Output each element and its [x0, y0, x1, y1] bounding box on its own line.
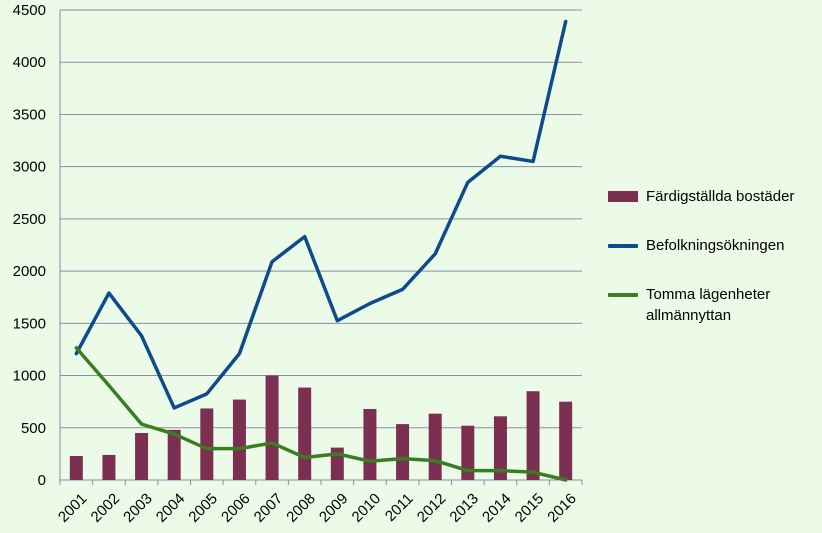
bar — [493, 416, 507, 480]
x-tick-label: 2007 — [251, 490, 287, 526]
y-tick-label: 3500 — [13, 106, 46, 123]
population-line — [74, 19, 568, 410]
y-tick-label: 1500 — [13, 315, 46, 332]
x-tick-label: 2016 — [544, 490, 580, 526]
y-axis-ticks: 0 500 1000 1500 2000 2500 3000 3500 4000 4500 — [13, 2, 46, 489]
bar — [232, 399, 246, 480]
y-tick-label: 2500 — [13, 211, 46, 228]
legend-swatch-bars — [608, 191, 638, 202]
y-tick-label: 4000 — [13, 54, 46, 71]
legend-label-vacant: Tomma lägenheter allmännyttan — [646, 286, 771, 324]
legend-item-bars: Färdigställda bostäder — [608, 186, 818, 207]
bar — [526, 391, 540, 480]
bar — [396, 424, 410, 480]
bar — [167, 429, 181, 480]
x-tick-label: 2015 — [512, 490, 548, 526]
bar — [265, 375, 279, 480]
y-tick-label: 0 — [38, 472, 46, 489]
y-tick-label: 2000 — [13, 263, 46, 280]
legend-item-vacant: Tomma lägenheter allmännyttan — [608, 284, 818, 326]
bar — [428, 413, 442, 480]
x-tick-label: 2012 — [414, 490, 450, 526]
bar — [461, 425, 475, 480]
x-tick-label: 2010 — [349, 490, 385, 526]
legend-label-bars: Färdigställda bostäder — [646, 188, 795, 205]
x-tick-label: 2009 — [316, 490, 352, 526]
gridlines — [59, 9, 583, 485]
y-tick-label: 3000 — [13, 159, 46, 176]
x-tick-label: 2013 — [446, 490, 482, 526]
bar — [200, 408, 214, 480]
x-tick-label: 2004 — [153, 490, 189, 526]
bar — [135, 433, 149, 480]
x-tick-label: 2005 — [185, 490, 221, 526]
vacant-apartments-line — [74, 346, 568, 482]
x-axis-ticks: 2001200220032004200520062007200820092010… — [55, 490, 580, 526]
legend: Färdigställda bostäder Befolkningsökning… — [608, 186, 818, 354]
x-tick-label: 2008 — [283, 490, 319, 526]
y-tick-label: 4500 — [13, 2, 46, 19]
line-series — [74, 19, 568, 482]
legend-item-population: Befolkningsökningen — [608, 235, 818, 256]
x-tick-label: 2003 — [120, 490, 156, 526]
bar — [559, 401, 573, 480]
legend-label-population: Befolkningsökningen — [646, 237, 785, 254]
legend-swatch-population — [608, 244, 638, 248]
x-tick-label: 2002 — [88, 490, 124, 526]
x-tick-label: 2001 — [55, 490, 91, 526]
bar — [102, 454, 116, 480]
x-tick-label: 2006 — [218, 490, 254, 526]
x-tick-label: 2011 — [382, 490, 417, 525]
y-tick-label: 1000 — [13, 368, 46, 385]
bar — [298, 387, 312, 480]
y-tick-label: 500 — [21, 420, 46, 437]
bar — [69, 455, 83, 480]
bar — [363, 408, 377, 480]
x-tick-label: 2014 — [479, 490, 515, 526]
legend-swatch-vacant — [608, 293, 638, 297]
